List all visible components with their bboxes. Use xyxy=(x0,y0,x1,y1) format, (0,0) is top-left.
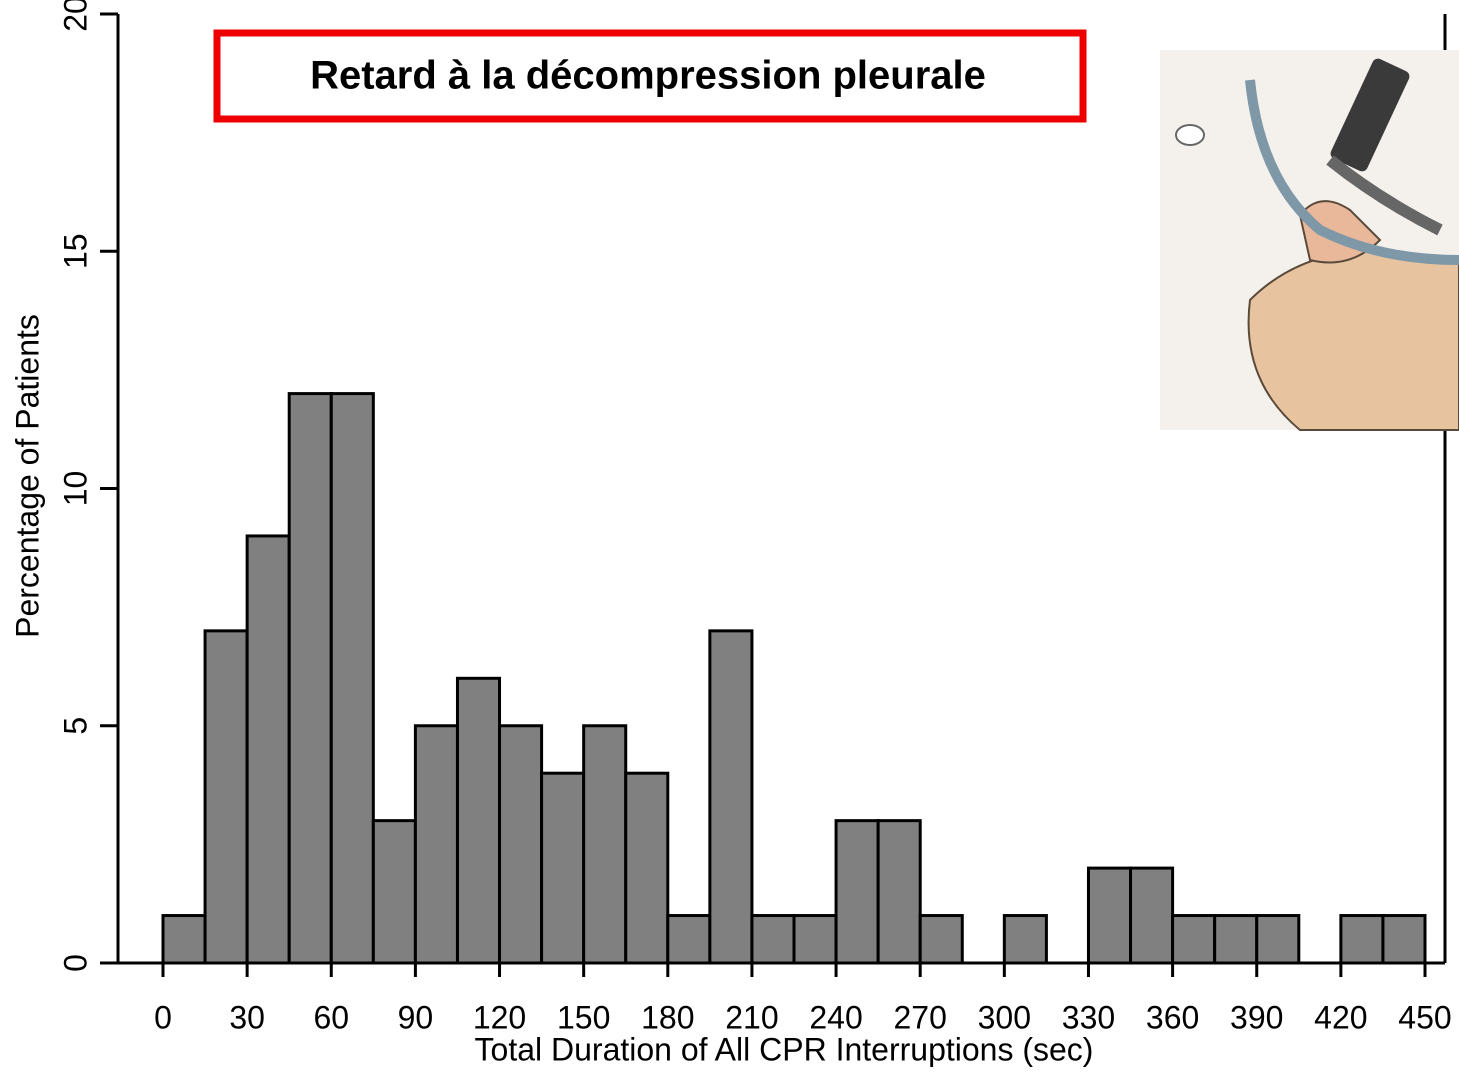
x-tick-label: 330 xyxy=(1062,999,1115,1035)
bar xyxy=(161,914,207,965)
y-axis-title: Percentage of Patients xyxy=(9,314,45,638)
inset-blade xyxy=(1326,155,1443,236)
bar xyxy=(1129,866,1175,965)
y-tick-label: 0 xyxy=(57,954,93,972)
x-tick-label: 150 xyxy=(557,999,610,1035)
x-tick-label: 270 xyxy=(894,999,947,1035)
bar xyxy=(245,534,291,965)
x-tick-label: 390 xyxy=(1230,999,1283,1035)
plot-area: 0 5 10 15 20 0 30 60 90 120 150 180 210 240 270 300 330 3… xyxy=(9,0,1451,1067)
bar xyxy=(876,819,922,965)
x-tick-label: 0 xyxy=(154,999,172,1035)
bar xyxy=(455,676,502,965)
title-box xyxy=(213,29,1087,123)
x-tick-label: 300 xyxy=(978,999,1031,1035)
x-tick-label: 240 xyxy=(809,999,862,1035)
x-tick-label: 60 xyxy=(313,999,349,1035)
bar xyxy=(1255,914,1301,965)
x-tick-label: 210 xyxy=(725,999,778,1035)
x-axis-title: Total Duration of All CPR Interruptions … xyxy=(475,1031,1094,1067)
x-tick-label: 90 xyxy=(398,999,434,1035)
x-tick-label: 360 xyxy=(1146,999,1199,1035)
bar xyxy=(371,819,417,965)
bar xyxy=(498,724,544,965)
bar xyxy=(540,771,586,965)
x-tick-label: 30 xyxy=(229,999,265,1035)
y-tick-label: 10 xyxy=(57,471,93,507)
x-tick-label: 450 xyxy=(1398,999,1451,1035)
bar xyxy=(203,629,249,965)
bar xyxy=(834,819,880,965)
bar xyxy=(918,914,964,965)
bar xyxy=(287,392,333,965)
inset-illustration xyxy=(1160,50,1459,431)
inset-cuff xyxy=(1175,124,1205,146)
y-tick-label: 20 xyxy=(57,0,93,32)
bar xyxy=(792,914,838,965)
bar xyxy=(750,914,796,965)
x-tick-label: 420 xyxy=(1314,999,1367,1035)
x-tick-label: 120 xyxy=(473,999,526,1035)
x-tick-label: 180 xyxy=(641,999,694,1035)
bar xyxy=(413,724,459,965)
bar xyxy=(1002,914,1048,965)
bar xyxy=(1339,914,1385,965)
bar xyxy=(1171,914,1217,965)
y-tick-label: 5 xyxy=(57,717,93,735)
chart-title: Retard à la décompression pleurale xyxy=(310,54,986,98)
bar xyxy=(666,914,712,965)
inset-head xyxy=(1247,248,1459,431)
bar xyxy=(582,724,628,965)
bar xyxy=(624,771,670,965)
inset-tube xyxy=(1245,79,1459,265)
y-tick-label: 15 xyxy=(57,233,93,269)
bar xyxy=(329,392,375,965)
bar xyxy=(1086,866,1133,965)
bar xyxy=(708,629,754,965)
bar xyxy=(1213,914,1259,965)
inset-laryngoscope xyxy=(1330,58,1410,172)
bar xyxy=(1381,914,1427,965)
